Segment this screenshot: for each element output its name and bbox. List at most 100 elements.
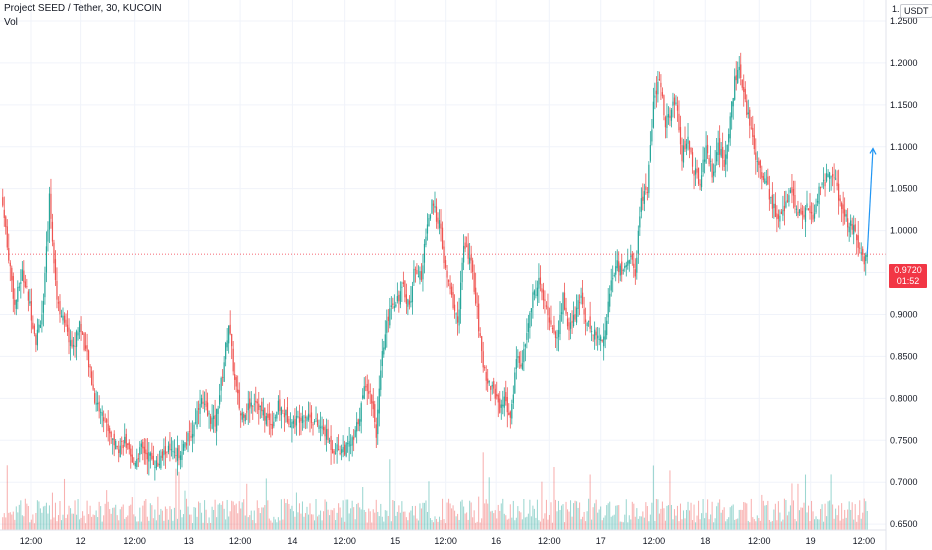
volume-bar bbox=[551, 522, 554, 530]
candle-body bbox=[574, 313, 576, 320]
candle-body bbox=[437, 217, 439, 224]
candle-body bbox=[693, 171, 695, 176]
candle-body bbox=[660, 82, 662, 88]
volume-bar bbox=[30, 519, 32, 530]
candle-body bbox=[146, 452, 148, 460]
volume-bar bbox=[658, 513, 660, 530]
candle-body bbox=[169, 443, 171, 451]
candle-body bbox=[788, 195, 790, 203]
candle-body bbox=[110, 432, 112, 438]
volume-bar bbox=[166, 508, 168, 530]
volume-bar bbox=[502, 498, 504, 530]
candle-body bbox=[428, 217, 430, 227]
volume-bar bbox=[321, 520, 323, 530]
candle-body bbox=[658, 79, 661, 80]
volume-bar bbox=[413, 515, 415, 530]
volume-bar bbox=[50, 519, 52, 530]
candle-body bbox=[419, 270, 421, 280]
volume-bar bbox=[463, 506, 465, 530]
volume-bar bbox=[426, 511, 428, 530]
x-tick-label: 12 bbox=[76, 536, 86, 546]
volume-bar bbox=[660, 508, 662, 530]
volume-bar bbox=[618, 505, 620, 530]
volume-bar bbox=[571, 516, 573, 530]
volume-bar bbox=[863, 498, 865, 530]
candle-body bbox=[402, 282, 404, 285]
volume-bar bbox=[360, 509, 362, 530]
volume-bar bbox=[511, 517, 513, 530]
volume-bar bbox=[128, 505, 130, 530]
candle-body bbox=[30, 301, 32, 321]
candle-body bbox=[17, 286, 19, 302]
candle-body bbox=[35, 334, 37, 345]
x-tick-label: 15 bbox=[390, 536, 400, 546]
volume-bar bbox=[405, 517, 407, 530]
candle-body bbox=[798, 209, 801, 213]
candle-body bbox=[458, 309, 460, 326]
volume-bar bbox=[666, 505, 668, 530]
candle-body bbox=[780, 211, 783, 215]
candle-body bbox=[173, 451, 176, 453]
candle-body bbox=[556, 337, 558, 339]
candle-body bbox=[327, 428, 329, 441]
volume-bar bbox=[758, 518, 760, 530]
candle-body bbox=[348, 441, 350, 447]
candle-body bbox=[758, 161, 760, 166]
volume-bar bbox=[273, 516, 275, 530]
volume-bar bbox=[619, 521, 621, 530]
volume-bar bbox=[285, 503, 287, 530]
volume-bar bbox=[97, 517, 99, 530]
candle-body bbox=[249, 398, 251, 409]
candle-body bbox=[810, 211, 813, 214]
candle-body bbox=[705, 145, 707, 164]
candle-body bbox=[45, 246, 48, 273]
volume-bar bbox=[487, 503, 489, 530]
candle-body bbox=[702, 159, 704, 173]
volume-bar bbox=[550, 502, 552, 530]
currency-button[interactable]: USDT bbox=[900, 4, 932, 18]
volume-bar bbox=[670, 504, 672, 530]
volume-bar bbox=[178, 471, 180, 530]
volume-bar bbox=[735, 519, 737, 530]
candle-body bbox=[446, 270, 448, 278]
candle-body bbox=[154, 466, 156, 468]
candle-body bbox=[160, 455, 162, 469]
volume-bar bbox=[803, 502, 805, 530]
candle-body bbox=[666, 115, 668, 128]
volume-bar bbox=[627, 522, 629, 530]
candle-body bbox=[616, 260, 618, 269]
candle-body bbox=[285, 409, 287, 416]
candle-body bbox=[202, 401, 204, 404]
volume-bar bbox=[782, 519, 784, 530]
candle-body bbox=[200, 398, 203, 405]
volume-bar bbox=[74, 500, 76, 530]
volume-bar bbox=[124, 518, 126, 530]
candle-body bbox=[321, 425, 323, 429]
candle-body bbox=[247, 403, 249, 411]
volume-bar bbox=[687, 501, 689, 530]
candle-body bbox=[282, 410, 284, 412]
volume-bar bbox=[255, 523, 257, 530]
candle-body bbox=[649, 145, 651, 161]
candle-body bbox=[42, 301, 45, 313]
volume-bar bbox=[232, 501, 234, 530]
volume-bar bbox=[347, 499, 349, 530]
volume-bar bbox=[654, 520, 656, 530]
x-tick-label: 12:00 bbox=[853, 536, 876, 546]
candle-body bbox=[54, 259, 57, 281]
candle-body bbox=[89, 366, 91, 368]
candle-body bbox=[359, 419, 361, 427]
candle-body bbox=[481, 336, 483, 352]
candle-body bbox=[609, 293, 611, 307]
candle-body bbox=[92, 384, 94, 390]
volume-bar bbox=[642, 511, 644, 530]
candle-body bbox=[493, 381, 495, 389]
volume-bar bbox=[351, 500, 353, 530]
candle-body bbox=[107, 423, 109, 432]
volume-bar bbox=[381, 516, 383, 530]
volume-bar bbox=[423, 502, 425, 530]
candle-body bbox=[606, 320, 608, 336]
volume-bar bbox=[47, 513, 49, 530]
candle-body bbox=[65, 319, 67, 326]
